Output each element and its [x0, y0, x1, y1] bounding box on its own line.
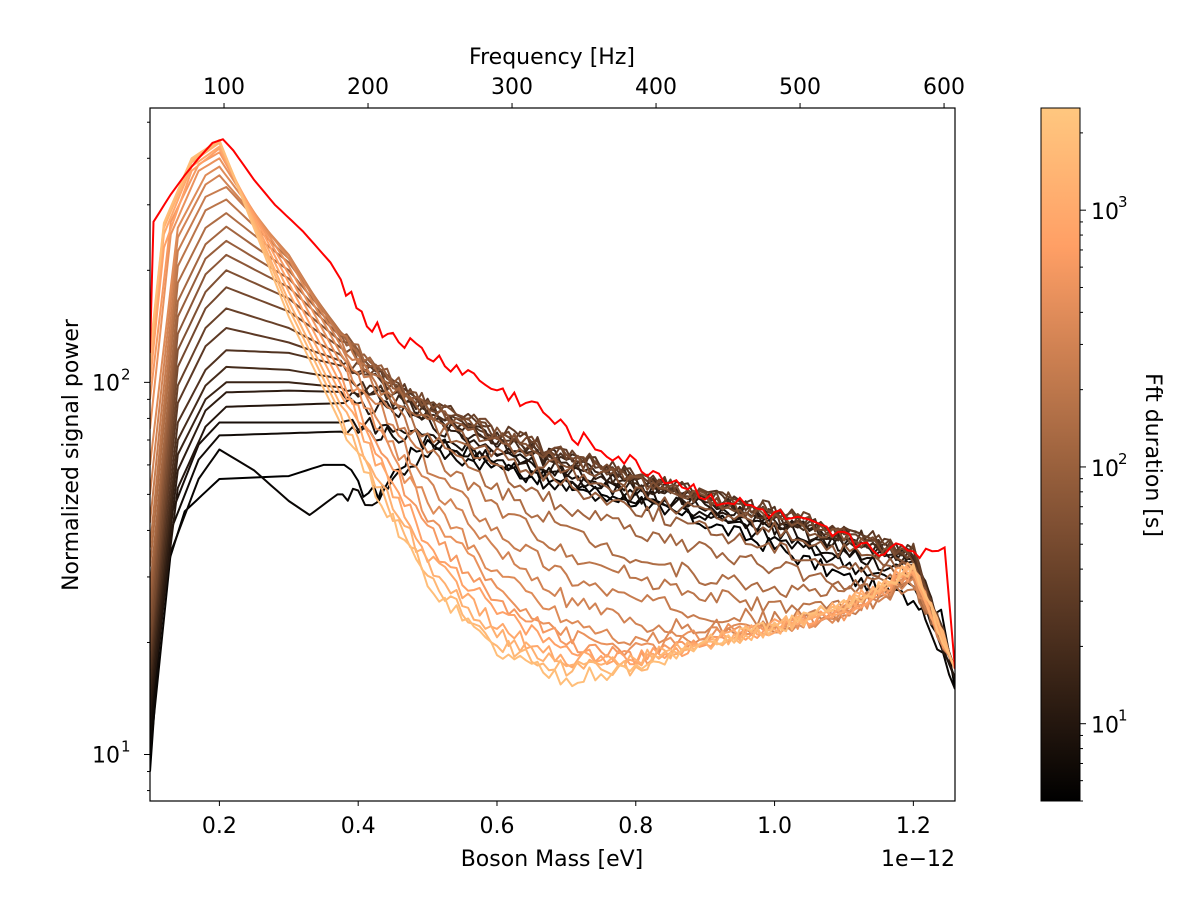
colorbar-tick-label: 10 — [1091, 457, 1119, 482]
top-tick-label: 200 — [347, 75, 389, 100]
series-line — [150, 286, 955, 670]
top-tick-label: 500 — [779, 75, 821, 100]
colorbar — [1040, 107, 1081, 802]
top-axis-title: Frequency [Hz] — [469, 45, 635, 70]
series-line — [150, 212, 955, 670]
x-tick-label: 0.8 — [618, 814, 653, 839]
x-tick-label: 1.0 — [757, 814, 792, 839]
x-tick-label: 0.6 — [479, 814, 514, 839]
colorbar-tick-exponent: 2 — [1118, 450, 1128, 468]
y-tick-exponent: 1 — [121, 738, 131, 756]
series-line — [150, 447, 955, 755]
top-tick-label: 100 — [203, 75, 245, 100]
top-tick-label: 600 — [923, 75, 965, 100]
colorbar-tick-exponent: 3 — [1118, 193, 1128, 211]
series-line — [150, 147, 955, 670]
colorbar-title: Fft duration [s] — [1140, 373, 1165, 537]
plot-frame — [149, 107, 956, 802]
y-tick-label: 10 — [92, 744, 120, 769]
x-tick-label: 1.2 — [896, 814, 931, 839]
series-line — [150, 145, 955, 670]
x-axis: 0.2 0.4 0.6 0.8 1.0 1.2 — [202, 801, 931, 839]
series-line — [150, 381, 955, 690]
envelope-line — [150, 138, 955, 669]
series-line — [150, 365, 955, 679]
x-tick-label: 0.2 — [202, 814, 237, 839]
y-tick-label: 10 — [92, 371, 120, 396]
series-line — [150, 416, 955, 726]
top-tick-label: 400 — [635, 75, 677, 100]
top-tick-label: 300 — [491, 75, 533, 100]
series-line — [150, 139, 955, 688]
curves-layer — [150, 139, 955, 772]
y-axis-title: Normalized signal power — [59, 318, 84, 591]
x-tick-label: 0.4 — [341, 814, 376, 839]
x-offset-label: 1e−12 — [881, 847, 955, 872]
series-line — [150, 253, 955, 670]
colorbar-tick-exponent: 1 — [1118, 707, 1128, 725]
colorbar-tick-label: 10 — [1091, 200, 1119, 225]
series-line — [150, 198, 955, 670]
series-line — [150, 140, 955, 677]
top-axis: 100 200 300 400 500 600 — [203, 75, 965, 108]
series-line — [150, 151, 955, 670]
x-axis-title: Boson Mass [eV] — [461, 847, 644, 872]
colorbar-tick-label: 10 — [1091, 714, 1119, 739]
y-tick-exponent: 2 — [121, 365, 131, 383]
